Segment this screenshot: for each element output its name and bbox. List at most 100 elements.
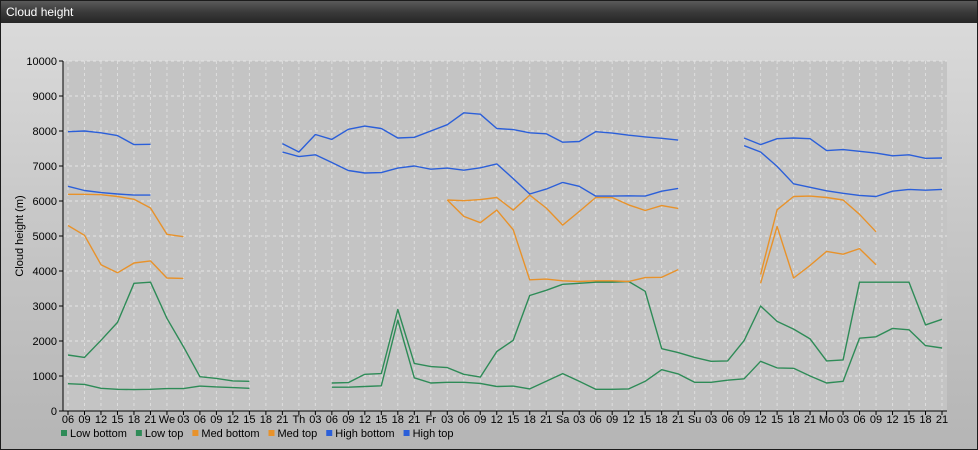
series-line — [447, 194, 679, 226]
series-line — [282, 112, 679, 153]
legend-swatch — [135, 430, 142, 436]
x-tick-label: 09 — [78, 414, 90, 426]
x-tick-label: 12 — [754, 414, 766, 426]
series-med-top — [68, 193, 877, 275]
legend-swatch — [61, 430, 67, 436]
legend-item[interactable]: Low top — [135, 428, 184, 440]
x-tick-label: 15 — [243, 414, 255, 426]
x-tick-label: 12 — [95, 414, 107, 426]
x-tick-label: 09 — [738, 414, 750, 426]
x-tick-label: 15 — [639, 414, 651, 426]
y-tick-label: 3000 — [33, 301, 57, 313]
x-tick-label: We — [159, 414, 175, 426]
legend-label: High bottom — [335, 428, 394, 440]
legend-item[interactable]: Med bottom — [192, 428, 260, 440]
x-tick-label: 06 — [458, 414, 470, 426]
y-tick-label: 10000 — [26, 56, 57, 68]
x-tick-label: 06 — [853, 414, 865, 426]
x-tick-label: 21 — [540, 414, 552, 426]
series-line — [759, 225, 877, 284]
legend-item[interactable]: Low bottom — [61, 428, 127, 440]
x-tick-label: 12 — [886, 414, 898, 426]
series-line — [67, 281, 250, 382]
x-tick-label: 03 — [837, 414, 849, 426]
x-tick-label: 18 — [656, 414, 668, 426]
series-line — [282, 151, 679, 197]
x-tick-label: 15 — [771, 414, 783, 426]
x-tick-label: Su — [688, 414, 701, 426]
series-line — [67, 224, 184, 280]
series-low-bottom — [67, 319, 943, 391]
series-line — [67, 130, 151, 146]
x-tick-label: 21 — [144, 414, 156, 426]
y-tick-label: 4000 — [33, 266, 57, 278]
x-tick-label: 21 — [408, 414, 420, 426]
y-tick-label: 6000 — [33, 196, 57, 208]
legend-label: Med bottom — [201, 428, 259, 440]
legend-label: Low bottom — [70, 428, 127, 440]
x-tick-label: 03 — [177, 414, 189, 426]
x-tick-label: 06 — [326, 414, 338, 426]
x-tick-label: 21 — [936, 414, 948, 426]
series-line — [743, 145, 943, 198]
x-tick-label: 15 — [903, 414, 915, 426]
x-tick-label: 06 — [62, 414, 74, 426]
x-tick-label: 06 — [590, 414, 602, 426]
series-med-bottom — [67, 199, 877, 284]
gridlines — [63, 60, 947, 412]
x-tick-label: 12 — [491, 414, 503, 426]
y-tick-label: 9000 — [33, 91, 57, 103]
series-low-top — [67, 280, 943, 384]
legend-swatch — [192, 430, 199, 436]
x-tick-label: 09 — [474, 414, 486, 426]
x-tick-label: 09 — [342, 414, 354, 426]
x-tick-label: 21 — [276, 414, 288, 426]
x-tick-label: 21 — [804, 414, 816, 426]
series-line — [67, 185, 151, 196]
legend-label: Low top — [145, 428, 184, 440]
y-tick-label: 8000 — [33, 126, 57, 138]
series-high-top — [67, 112, 943, 160]
legend-label: High top — [413, 428, 454, 440]
x-tick-label: 03 — [573, 414, 585, 426]
x-tick-label: 15 — [375, 414, 387, 426]
series-line — [759, 195, 877, 275]
series-line — [446, 199, 679, 283]
x-tick-label: 21 — [672, 414, 684, 426]
y-tick-label: 2000 — [33, 336, 57, 348]
series-line — [331, 280, 943, 384]
x-tick-label: 03 — [309, 414, 321, 426]
legend-item[interactable]: High top — [403, 428, 454, 440]
x-tick-label: Fr — [426, 414, 437, 426]
x-tick-label: 03 — [705, 414, 717, 426]
y-tick-label: 7000 — [33, 161, 57, 173]
window-title: Cloud height — [1, 1, 977, 23]
x-tick-label: 18 — [128, 414, 140, 426]
x-tick-label: 18 — [787, 414, 799, 426]
legend-item[interactable]: Med top — [268, 428, 318, 440]
x-tick-label: 09 — [870, 414, 882, 426]
legend-swatch — [326, 430, 333, 436]
x-tick-label: 09 — [210, 414, 222, 426]
x-tick-label: 15 — [111, 414, 123, 426]
y-tick-label: 0 — [51, 406, 57, 418]
x-tick-label: 06 — [194, 414, 206, 426]
y-tick-label: 5000 — [33, 231, 57, 243]
x-tick-label: 12 — [623, 414, 635, 426]
series-line — [67, 383, 250, 391]
legend-label: Med top — [278, 428, 318, 440]
x-tick-label: 03 — [441, 414, 453, 426]
legend: Low bottom Low top Med bottom Med top High b… — [61, 428, 454, 440]
plot-area — [63, 61, 947, 411]
legend-item[interactable]: High bottom — [326, 428, 395, 440]
x-tick-label: 18 — [260, 414, 272, 426]
x-tick-label: 09 — [606, 414, 618, 426]
x-tick-label: 18 — [919, 414, 931, 426]
x-tick-label: 06 — [721, 414, 733, 426]
legend-swatch — [268, 430, 275, 436]
x-tick-label: 12 — [227, 414, 239, 426]
x-tick-label: 18 — [524, 414, 536, 426]
series-line — [68, 193, 184, 238]
